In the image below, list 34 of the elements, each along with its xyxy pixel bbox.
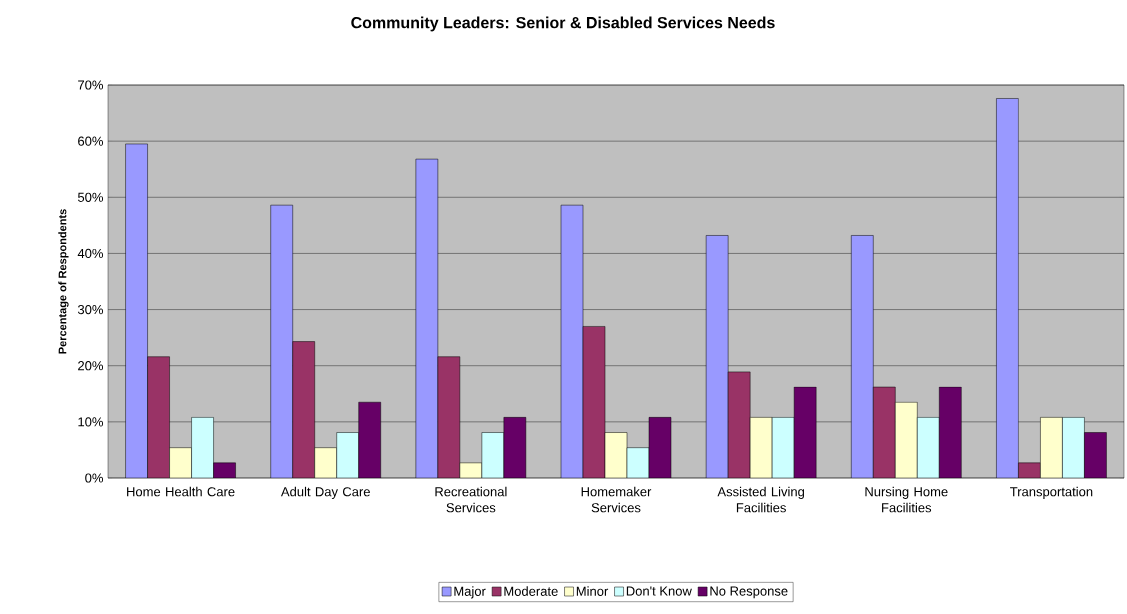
y-tick-label: 30% <box>77 304 104 315</box>
bar <box>705 235 729 478</box>
x-tick-label: Homemaker Services <box>581 486 652 513</box>
bar <box>560 204 584 478</box>
bar <box>996 98 1019 478</box>
bar <box>270 204 293 478</box>
bar <box>582 326 606 478</box>
y-tick-label: 20% <box>78 361 104 371</box>
chart-title: Community Leaders: Senior & Disabled Services Needs <box>351 16 775 32</box>
y-tick-label: 70% <box>78 80 104 90</box>
y-tick-label: 40% <box>77 248 104 259</box>
x-tick-label: Transportation <box>1010 486 1093 499</box>
legend-label: Minor <box>576 586 609 596</box>
bar <box>415 158 439 478</box>
y-tick-label: 50% <box>77 192 104 202</box>
x-tick-label: Adult Day Care <box>280 486 370 499</box>
bar <box>292 341 315 478</box>
x-tick-label: Assisted Living Facilities <box>717 486 805 513</box>
y-axis-title: Percentage of Respondents <box>58 209 69 354</box>
bar <box>125 143 148 478</box>
x-tick-label: Recreational Services <box>435 486 507 513</box>
y-tick-label: 60% <box>78 136 104 146</box>
bar <box>873 386 896 478</box>
bar <box>147 356 170 478</box>
y-tick-label: 10% <box>78 417 104 427</box>
x-tick-label: Nursing Home Facilities <box>865 486 948 513</box>
legend-label: No Response <box>710 586 788 599</box>
y-tick-label: 0% <box>85 473 104 483</box>
bar <box>851 235 874 478</box>
bar <box>437 356 461 478</box>
legend-label: Don't Know <box>626 586 692 596</box>
legend-label: Moderate <box>504 586 558 596</box>
legend-label: Major <box>454 586 486 599</box>
x-tick-label: Home Health Care <box>127 486 235 497</box>
